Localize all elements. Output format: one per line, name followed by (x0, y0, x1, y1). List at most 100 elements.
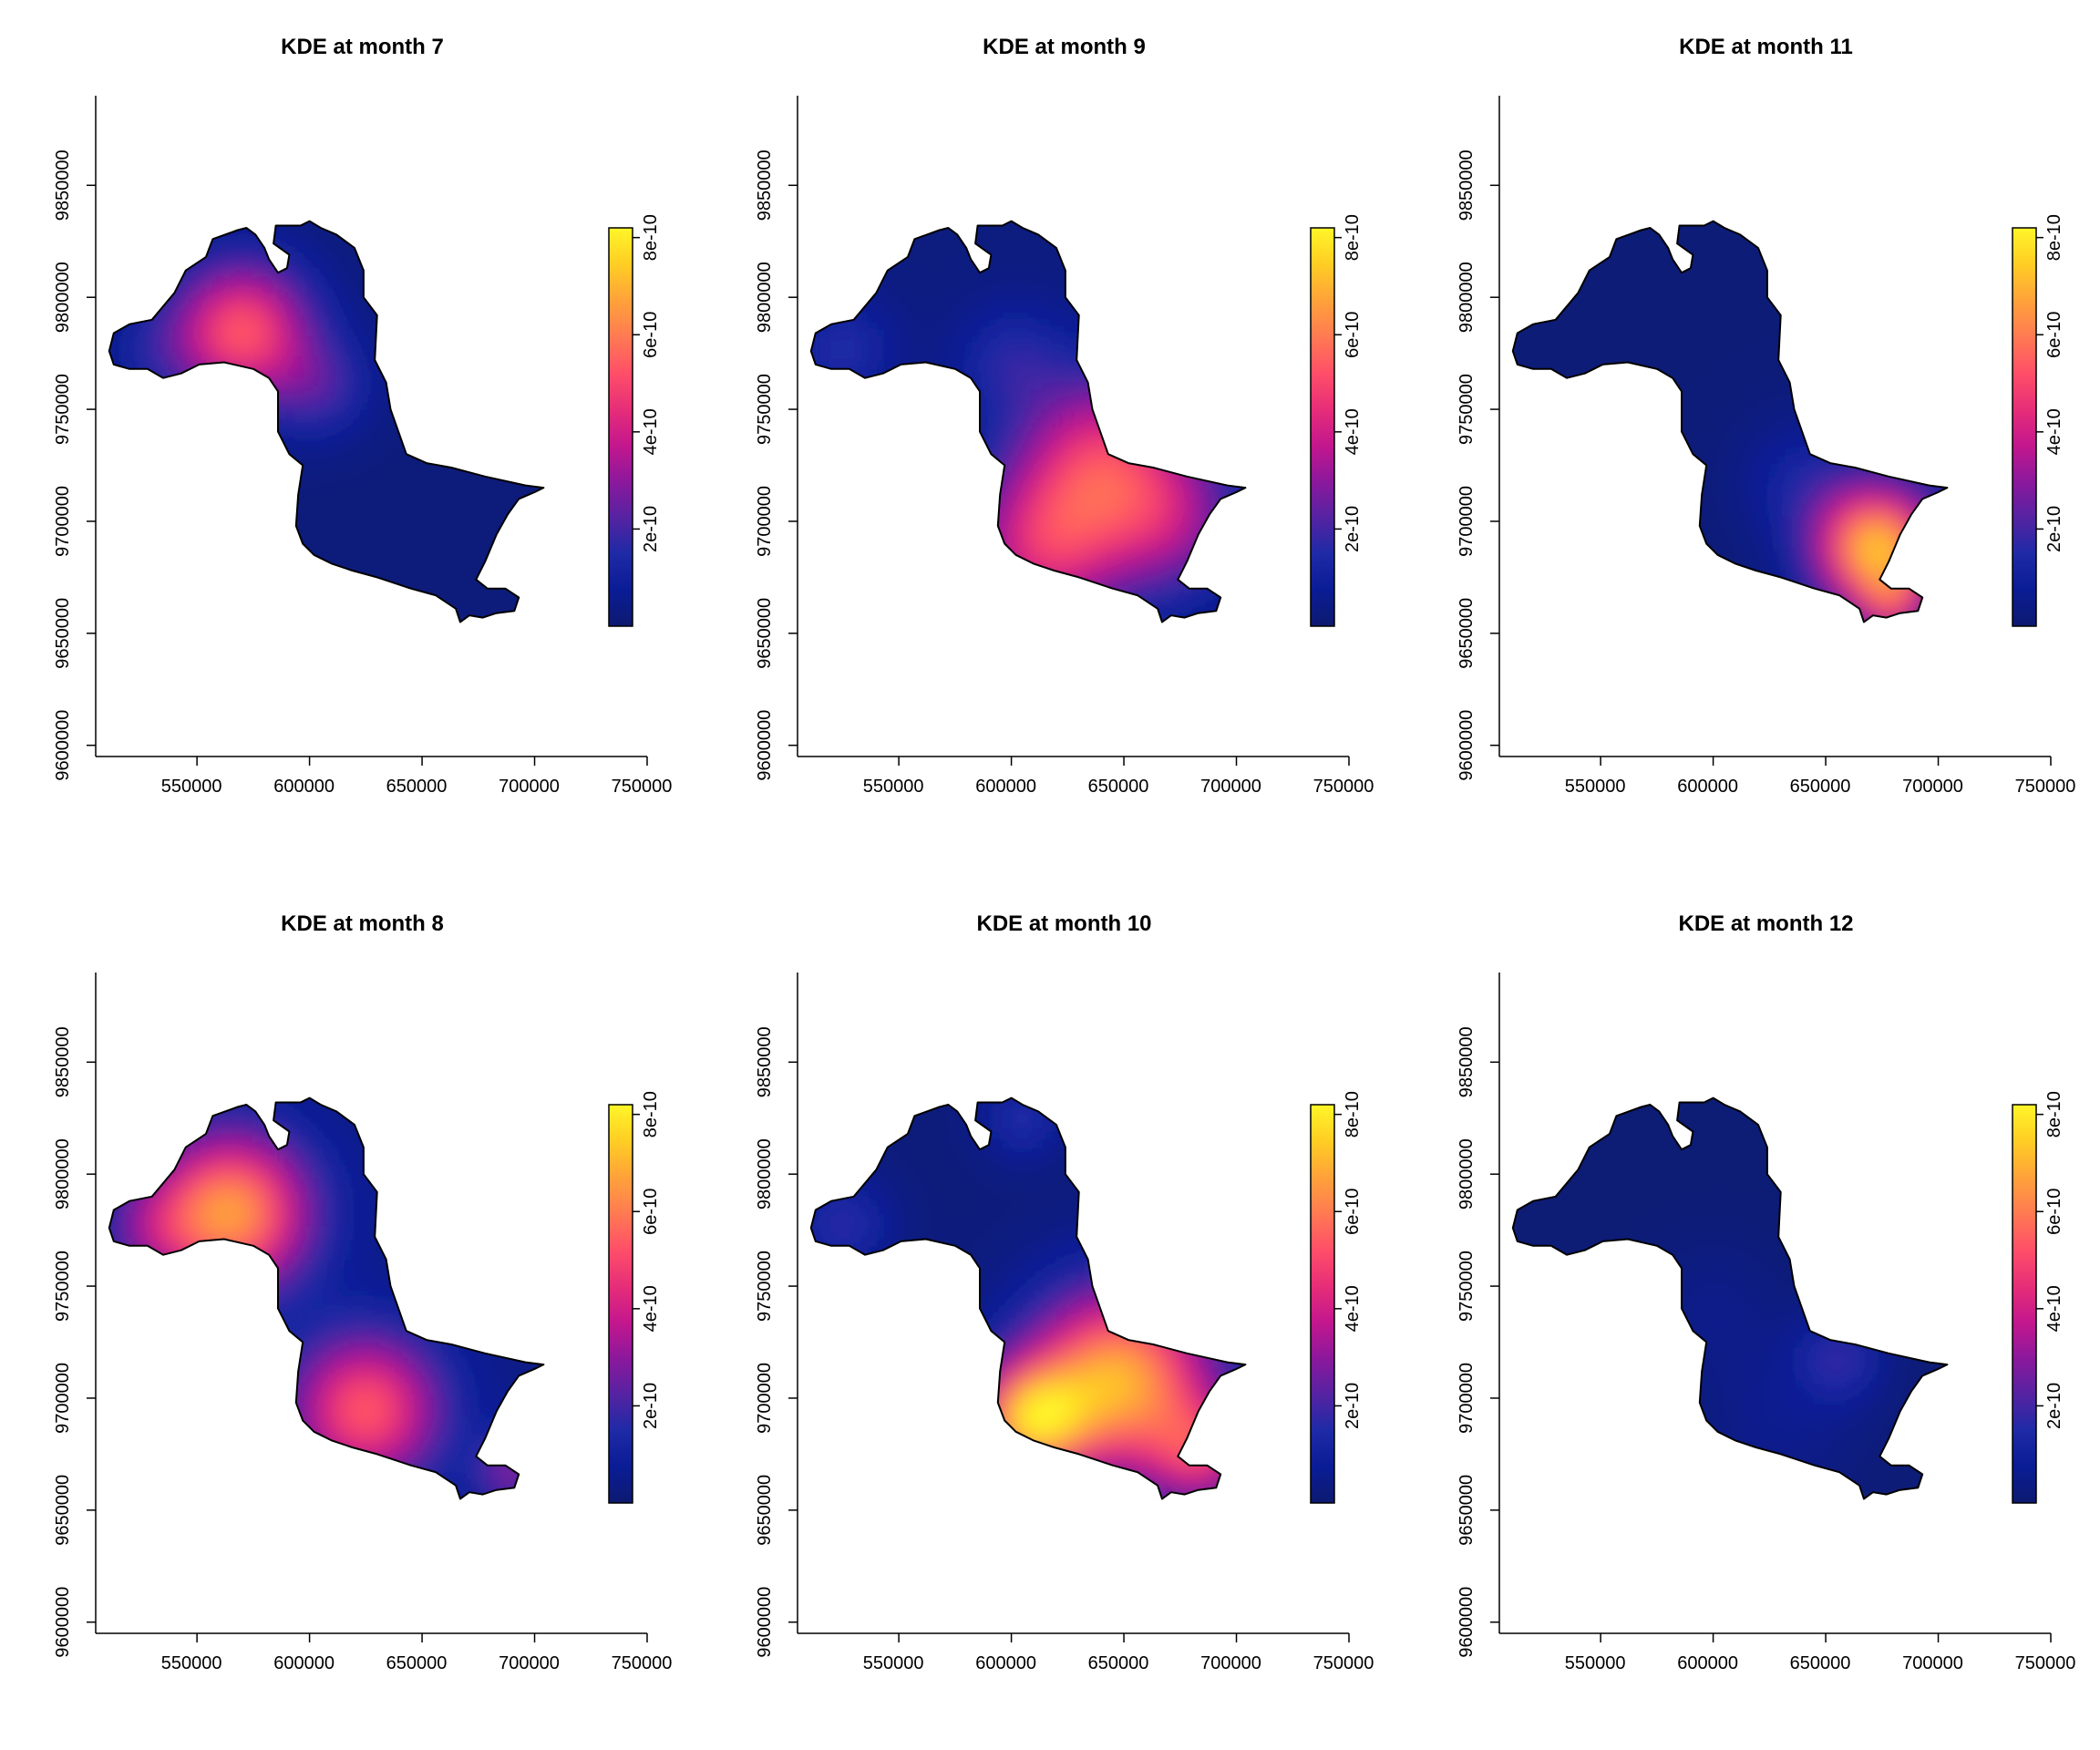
density-cell (307, 396, 315, 404)
density-cell (85, 523, 92, 530)
density-cell (551, 335, 558, 343)
density-cell (551, 449, 558, 457)
density-cell (179, 355, 187, 364)
density-cell (422, 261, 430, 269)
density-cell (462, 550, 470, 558)
density-cell (468, 288, 477, 296)
density-cell (91, 1515, 98, 1522)
density-cell (111, 503, 119, 511)
density-cell (327, 638, 335, 645)
density-cell (179, 308, 187, 316)
density-cell (165, 234, 173, 242)
density-cell (91, 1427, 98, 1435)
density-cell (355, 416, 362, 424)
density-cell (145, 611, 153, 619)
density-cell (320, 503, 328, 511)
density-cell (273, 456, 282, 464)
density-cell (449, 194, 457, 201)
density-cell (388, 476, 396, 484)
density-cell (240, 638, 247, 645)
density-cell (355, 261, 362, 269)
colorbar-tick-label: 8e-10 (641, 214, 661, 261)
density-cell (557, 584, 564, 592)
density-cell (226, 550, 234, 558)
density-cell (159, 241, 167, 249)
density-cell (557, 437, 564, 444)
density-cell (108, 563, 112, 571)
density-cell (489, 248, 498, 256)
density-cell (510, 328, 518, 336)
density-cell (321, 194, 328, 201)
density-cell (516, 469, 524, 478)
density-cell (240, 496, 247, 504)
density-cell (246, 631, 253, 638)
density-cell (361, 282, 369, 289)
density-cell (523, 597, 531, 605)
density-cell (327, 463, 335, 471)
density-cell (260, 322, 268, 330)
density-cell (85, 1172, 92, 1179)
density-cell (327, 429, 335, 438)
density-cell (219, 550, 227, 558)
density-cell (327, 510, 335, 518)
density-cell (199, 248, 207, 256)
density-cell (428, 603, 437, 612)
density-cell (125, 496, 133, 504)
density-cell (422, 563, 430, 571)
density-cell (456, 268, 464, 276)
density-cell (320, 597, 328, 605)
density-cell (206, 496, 213, 504)
density-cell (91, 490, 98, 498)
density-cell (367, 322, 376, 330)
density-cell (226, 388, 234, 396)
density-cell (551, 409, 558, 417)
density-cell (85, 221, 92, 229)
density-cell (496, 396, 504, 404)
y-tick-label: 9800000 (53, 262, 73, 333)
density-cell (503, 261, 510, 269)
density-cell (388, 362, 396, 370)
density-cell (395, 563, 403, 571)
density-cell (125, 442, 133, 450)
density-cell (159, 221, 167, 222)
density-cell (367, 409, 376, 417)
density-cell (476, 557, 484, 565)
density-cell (219, 591, 227, 599)
density-cell (483, 208, 490, 215)
density-cell (300, 221, 308, 222)
density-cell (537, 436, 544, 444)
density-cell (564, 329, 571, 336)
density-cell (152, 194, 160, 201)
density-cell (327, 362, 335, 370)
density-cell (469, 638, 477, 645)
density-cell (125, 396, 133, 404)
density-cell (503, 422, 510, 430)
density-cell (159, 368, 167, 376)
density-cell (334, 597, 342, 605)
density-cell (388, 328, 396, 336)
density-cell (138, 302, 146, 310)
density-cell (456, 523, 464, 531)
density-cell (125, 543, 133, 551)
density-cell (206, 617, 213, 623)
density-cell (388, 261, 396, 269)
density-cell (314, 368, 322, 376)
density-cell (131, 503, 139, 511)
density-cell (307, 348, 315, 356)
density-cell (206, 483, 213, 491)
density-cell (564, 510, 571, 518)
density-cell (361, 302, 369, 310)
density-cell (145, 308, 153, 316)
density-cell (476, 517, 484, 524)
density-cell (273, 436, 282, 444)
density-cell (185, 550, 193, 558)
density-cell (516, 308, 524, 316)
density-cell (448, 294, 457, 303)
density-cell (85, 349, 92, 356)
density-cell (462, 268, 470, 276)
density-cell (415, 294, 423, 303)
density-cell (199, 382, 207, 390)
density-cell (334, 328, 342, 336)
density-cell (246, 328, 254, 336)
density-cell (252, 503, 261, 511)
